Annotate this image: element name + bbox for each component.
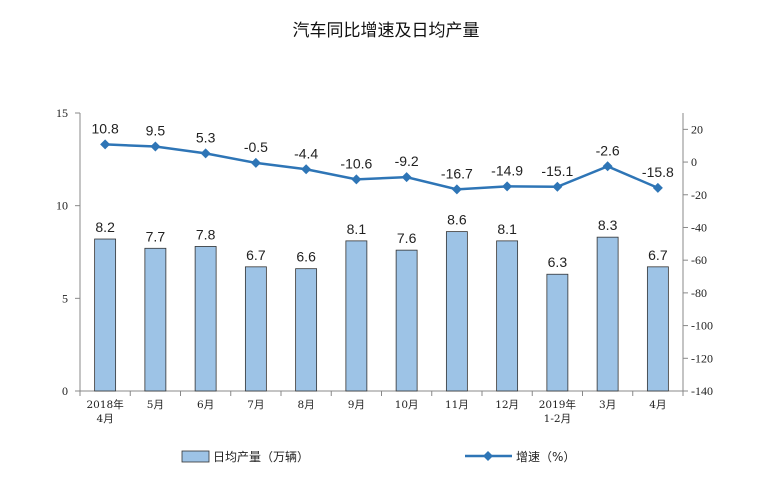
legend-bar-label: 日均产量（万辆）: [213, 450, 309, 464]
x-tick-label: 2019年: [539, 398, 576, 411]
line-value-label: 5.3: [196, 129, 216, 145]
line-series: 10.8 9.5 5.3 -0.5 -4.4 -10.6 -9.2 -16.7 -14.9 -15…: [92, 120, 674, 195]
line-value-label: -15.8: [642, 164, 674, 180]
y-right-tick-label: -140: [691, 384, 713, 398]
bar: [546, 273, 569, 392]
line-value-label: -16.7: [441, 165, 473, 181]
legend-line-marker: [483, 451, 493, 461]
line-point: [602, 161, 613, 172]
bar: [395, 249, 418, 392]
y-right-tick-label: -60: [691, 253, 707, 267]
x-tick-label: 10月: [395, 399, 419, 411]
bar-value-label: 8.6: [447, 212, 467, 228]
line-value-label: -4.4: [294, 145, 318, 161]
x-tick-label: 8月: [298, 399, 315, 411]
line-path: [105, 143, 659, 191]
bar: [596, 236, 619, 392]
axes: 0 5 10 15 20 0 -20 -40 -60 -80 -100 -120 -140 2018年 4月…: [56, 106, 713, 425]
line-value-label: 10.8: [92, 120, 119, 136]
line-point: [451, 184, 462, 195]
line-point: [502, 181, 513, 192]
bar-value-label: 7.8: [196, 226, 216, 242]
bar-value-label: 8.3: [598, 217, 618, 233]
x-tick-label: 5月: [147, 399, 164, 411]
line-value-label: -10.6: [340, 155, 372, 171]
x-tick-label: 12月: [495, 399, 519, 411]
bar: [345, 240, 368, 392]
y-left-tick-label: 10: [56, 199, 68, 213]
line-point: [351, 174, 362, 185]
y-left-tick-label: 0: [62, 384, 68, 398]
x-tick-label: 11月: [445, 399, 469, 411]
x-tick-label: 9月: [348, 399, 365, 411]
line-point: [552, 181, 563, 192]
bar-value-label: 7.6: [397, 230, 417, 246]
bar: [144, 247, 167, 392]
line-point: [301, 164, 312, 175]
y-right-tick-label: 20: [691, 122, 703, 136]
bar: [496, 240, 519, 392]
x-tick-label: 4月: [97, 413, 114, 425]
line-point: [100, 139, 111, 150]
y-left-tick-label: 5: [62, 291, 68, 305]
bar-value-label: 6.3: [548, 254, 568, 270]
x-tick-label: 1-2月: [544, 413, 571, 425]
bar-value-label: 8.1: [347, 221, 367, 237]
line-value-label: -15.1: [541, 163, 573, 179]
bar: [295, 268, 318, 392]
legend: 日均产量（万辆） 增速（%）: [181, 450, 575, 464]
x-tick-label: 4月: [649, 399, 666, 411]
line-point: [200, 148, 211, 159]
bar: [244, 266, 267, 392]
line-value-label: 9.5: [146, 123, 166, 139]
legend-bar-swatch: [181, 450, 210, 463]
x-tick-label: 2018年: [87, 398, 124, 411]
bar-value-label: 8.2: [95, 219, 115, 235]
line-point: [652, 182, 663, 193]
y-right-tick-label: -100: [691, 319, 713, 333]
line-value-label: -9.2: [395, 153, 419, 169]
x-tick-label: 3月: [599, 399, 616, 411]
bar-value-label: 6.7: [648, 247, 668, 263]
bar: [94, 238, 117, 392]
line-value-label: -14.9: [491, 162, 523, 178]
line-point: [401, 172, 412, 183]
line-value-label: -2.6: [596, 142, 620, 158]
x-tick-label: 7月: [247, 399, 264, 411]
legend-line-label: 增速（%）: [516, 450, 575, 464]
y-right-tick-label: 0: [691, 155, 697, 169]
x-tick-label: 6月: [197, 399, 214, 411]
chart-title: 汽车同比增速及日均产量: [293, 21, 480, 41]
y-right-tick-label: -40: [691, 220, 707, 234]
bar-value-label: 7.7: [146, 228, 166, 244]
bar-series: 8.2 7.7 7.8 6.7 6.6 8.1 7.6 8.6 8.1 6.3 8.3 6.7: [94, 212, 669, 392]
y-right-tick-label: -120: [691, 351, 713, 365]
line-point: [150, 141, 161, 152]
bar: [194, 246, 217, 392]
y-right-tick-label: -20: [691, 188, 707, 202]
bar-value-label: 6.7: [246, 247, 266, 263]
y-left-tick-label: 15: [56, 106, 68, 120]
bar: [646, 266, 669, 392]
bar: [445, 231, 468, 392]
y-right-tick-label: -80: [691, 286, 707, 300]
bar-value-label: 8.1: [497, 221, 517, 237]
line-point: [250, 157, 261, 168]
line-value-label: -0.5: [244, 139, 268, 155]
bar-value-label: 6.6: [296, 249, 316, 265]
